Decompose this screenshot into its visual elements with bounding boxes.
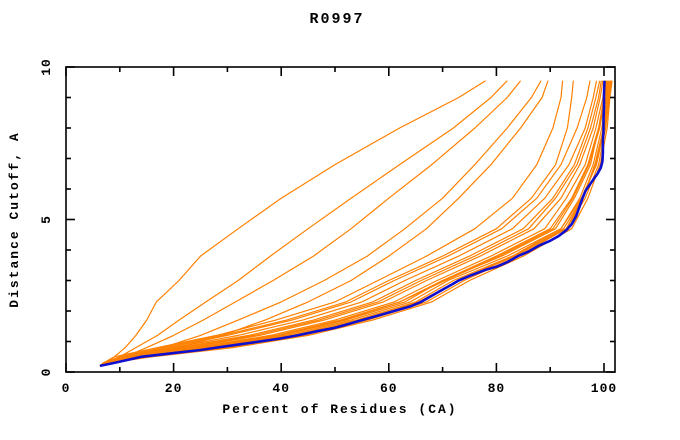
x-tick-label: 60: [380, 381, 398, 396]
model-curve: [99, 80, 574, 367]
model-curve: [99, 80, 604, 367]
model-curve: [99, 80, 564, 367]
y-tick-label: 10: [39, 58, 54, 76]
x-tick-label: 40: [272, 381, 290, 396]
series-lines: [99, 80, 613, 368]
y-tick-label: 5: [39, 215, 54, 224]
model-curve: [99, 80, 508, 367]
model-curve: [99, 80, 608, 367]
x-axis-label: Percent of Residues (CA): [222, 402, 457, 417]
y-tick-label: 0: [39, 368, 54, 377]
x-tick-label: 80: [488, 381, 506, 396]
highlight-curve: [99, 80, 606, 368]
tick-labels: 0 20 40 60 80 100 0 5 10: [39, 58, 617, 396]
x-tick-label: 20: [165, 381, 183, 396]
x-tick-label: 100: [591, 381, 617, 396]
chart-title: R0997: [309, 11, 364, 28]
x-tick-label: 0: [62, 381, 71, 396]
model-curve: [99, 80, 486, 367]
y-axis-label: Distance Cutoff, A: [7, 131, 22, 307]
axis-ticks: [65, 66, 615, 373]
